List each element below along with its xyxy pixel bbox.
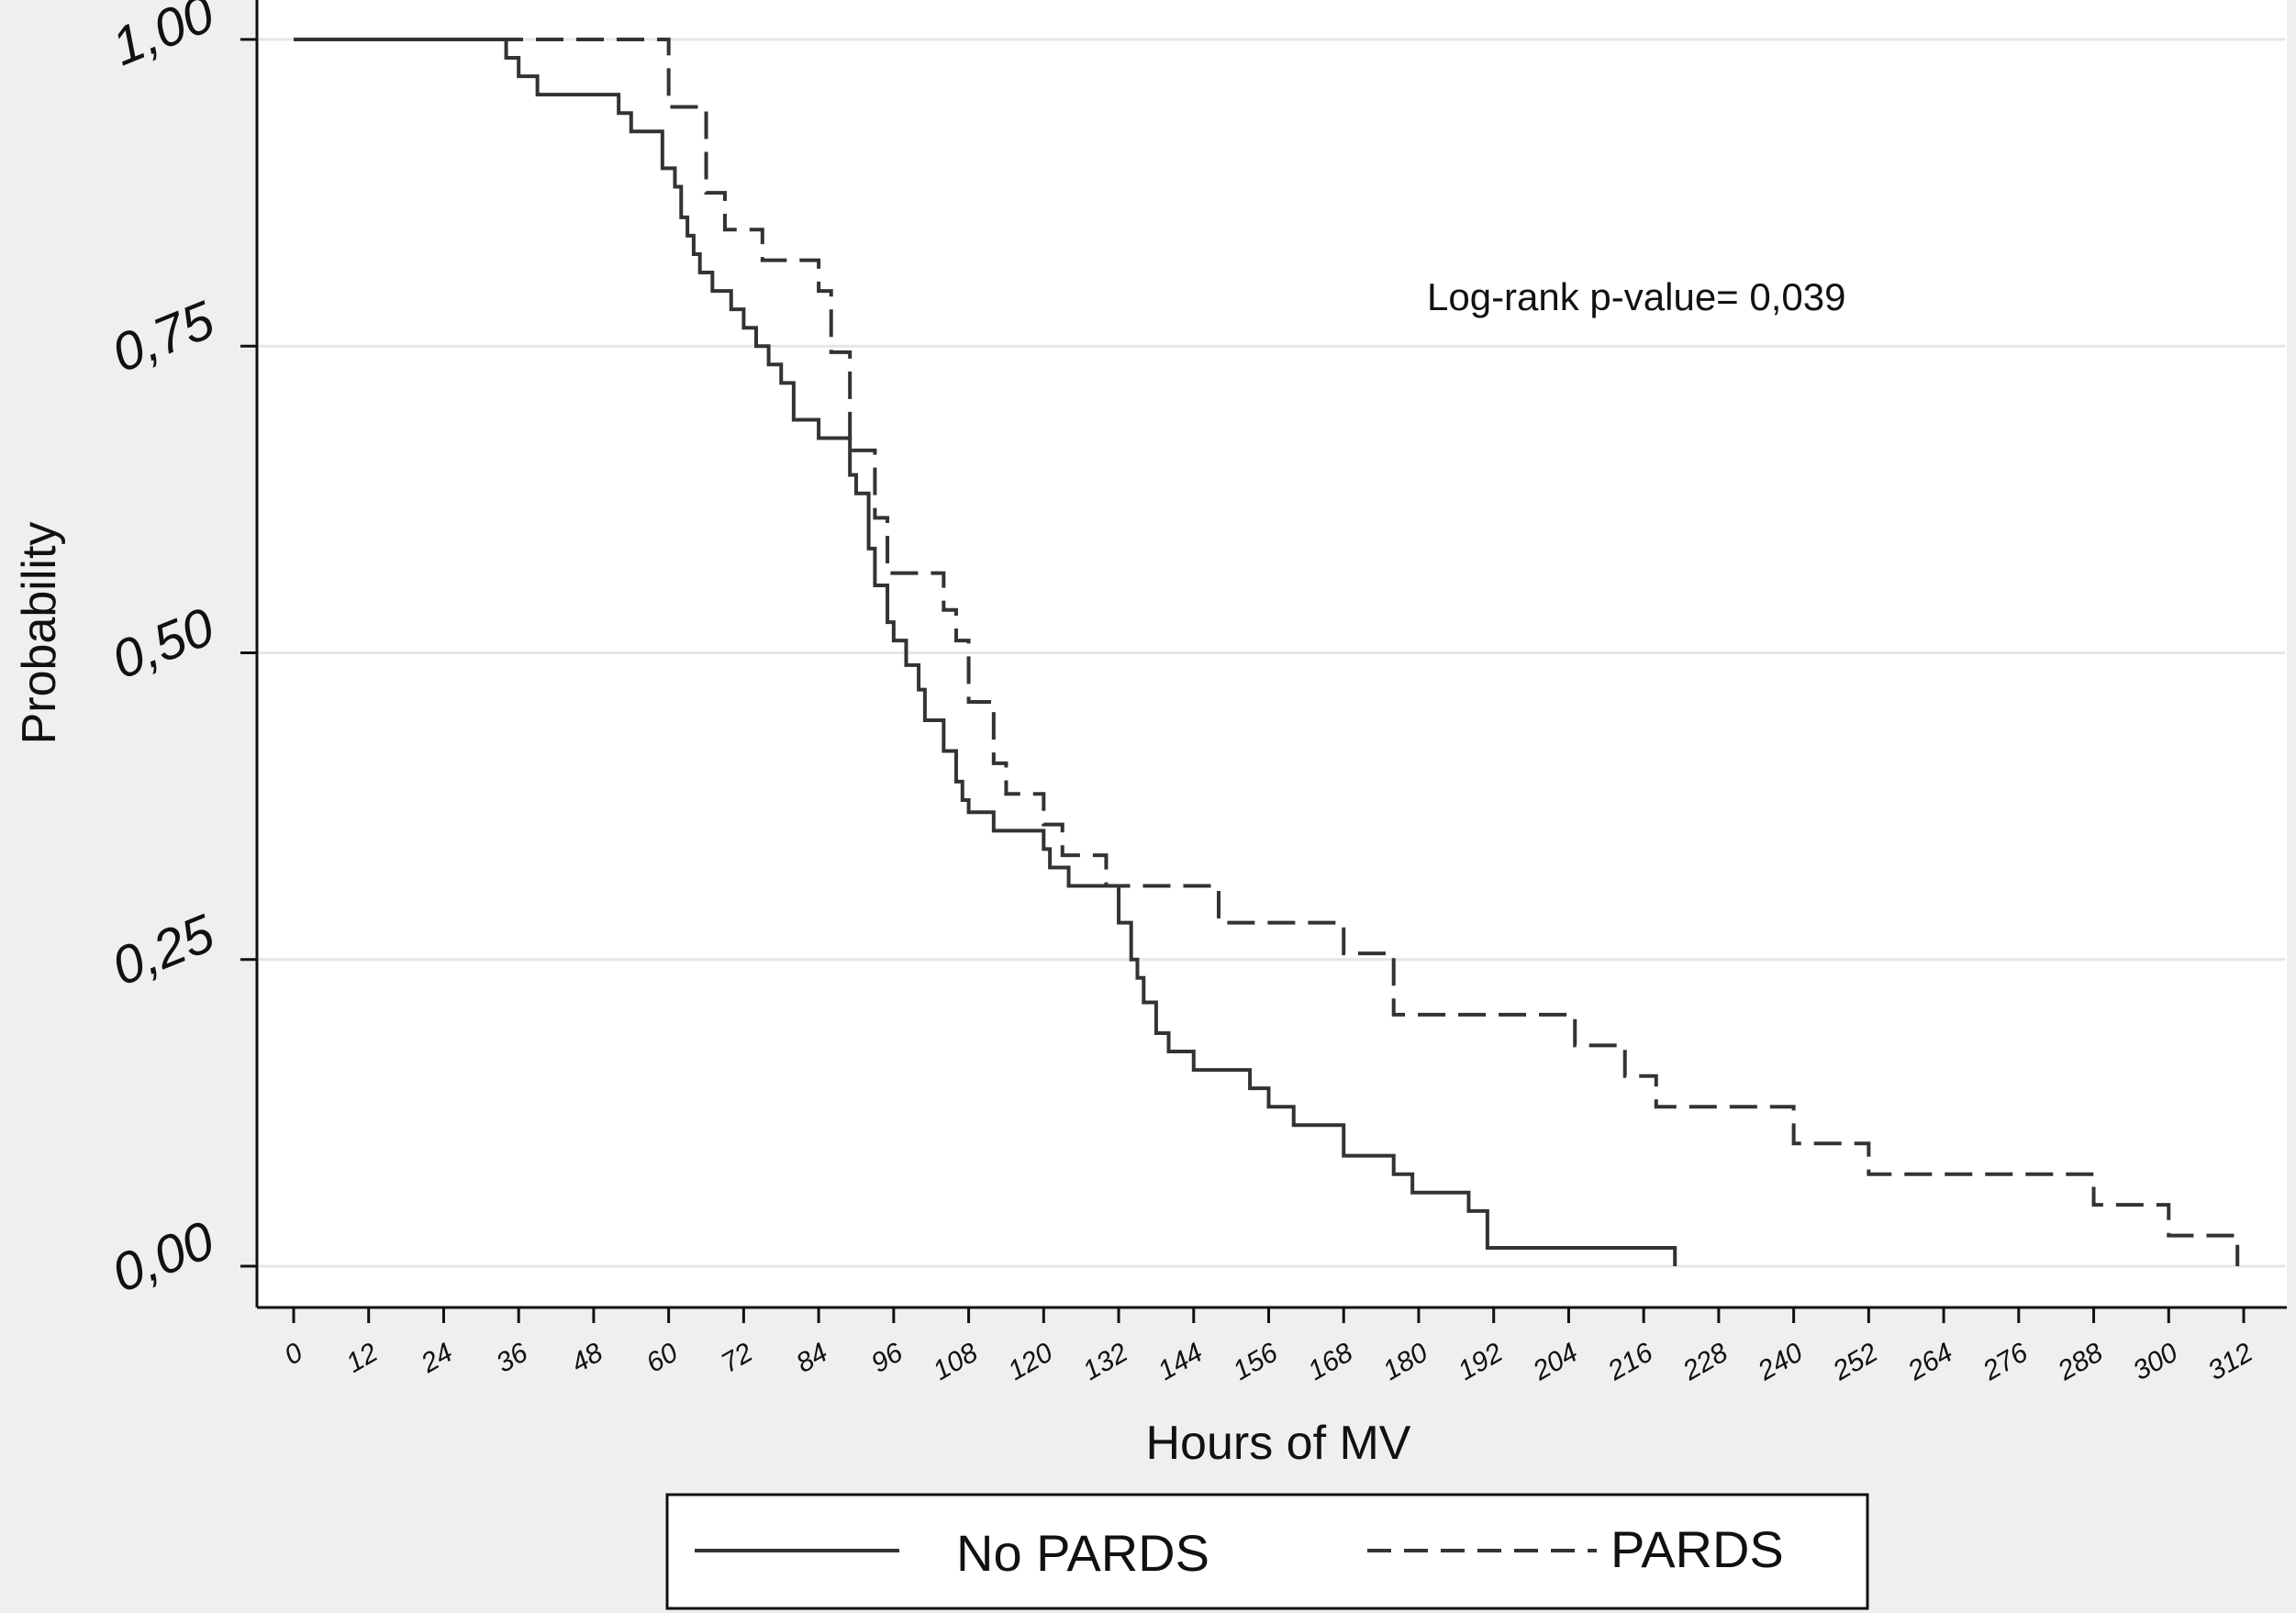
legend-label-no-pards: No PARDS xyxy=(956,1524,1209,1582)
x-axis-ticks: 0 12 24 36 48 60 72 84 96 108 120 132 144 156 168 180 19… xyxy=(280,1307,2258,1387)
x-tick-label: 192 xyxy=(1453,1337,1508,1386)
x-tick-label: 132 xyxy=(1078,1337,1133,1386)
x-tick-label: 84 xyxy=(791,1337,832,1378)
x-tick-label: 108 xyxy=(928,1337,983,1386)
x-tick-label: 60 xyxy=(641,1337,684,1378)
gridlines xyxy=(258,38,2285,1268)
x-tick-label: 252 xyxy=(1827,1337,1883,1386)
x-tick-label: 312 xyxy=(2203,1337,2258,1386)
x-tick-label: 180 xyxy=(1378,1337,1433,1386)
x-axis-label: Hours of MV xyxy=(1146,1417,1411,1470)
series-line-pards xyxy=(294,38,2240,1266)
x-tick-label: 216 xyxy=(1602,1337,1658,1386)
y-tick-label: 0,00 xyxy=(104,1210,222,1305)
legend: No PARDS PARDS xyxy=(665,1493,1869,1610)
y-tick-label: 0,75 xyxy=(104,290,223,384)
x-tick-label: 300 xyxy=(2128,1337,2183,1386)
x-tick-label: 24 xyxy=(416,1337,458,1379)
x-tick-label: 288 xyxy=(2052,1337,2108,1386)
x-tick-label: 0 xyxy=(280,1337,308,1371)
y-axis-label: Probability xyxy=(13,522,66,745)
x-tick-label: 12 xyxy=(341,1337,384,1378)
x-tick-label: 72 xyxy=(716,1337,758,1378)
y-tick-label: 1,00 xyxy=(104,0,222,77)
x-tick-label: 144 xyxy=(1153,1337,1208,1386)
x-tick-label: 204 xyxy=(1527,1337,1583,1386)
x-tick-label: 228 xyxy=(1677,1337,1733,1386)
x-tick-label: 240 xyxy=(1752,1337,1808,1386)
x-tick-label: 168 xyxy=(1303,1337,1358,1386)
x-tick-label: 48 xyxy=(566,1337,608,1378)
x-tick-label: 276 xyxy=(1978,1337,2034,1386)
series-line-no-pards xyxy=(294,38,1677,1266)
x-tick-label: 156 xyxy=(1228,1337,1283,1386)
y-axis-ticks: 0,00 0,25 0,50 0,75 1,00 xyxy=(104,0,257,1304)
y-tick-label: 0,25 xyxy=(104,903,223,997)
x-tick-label: 96 xyxy=(866,1337,908,1378)
y-tick-label: 0,50 xyxy=(104,596,222,691)
series-layer xyxy=(294,38,2240,1266)
legend-label-pards: PARDS xyxy=(1611,1520,1784,1578)
x-tick-label: 36 xyxy=(491,1337,533,1378)
x-tick-label: 264 xyxy=(1902,1337,1958,1386)
x-tick-label: 120 xyxy=(1003,1337,1058,1386)
log-rank-annotation: Log-rank p-value= 0,039 xyxy=(1427,275,1845,318)
